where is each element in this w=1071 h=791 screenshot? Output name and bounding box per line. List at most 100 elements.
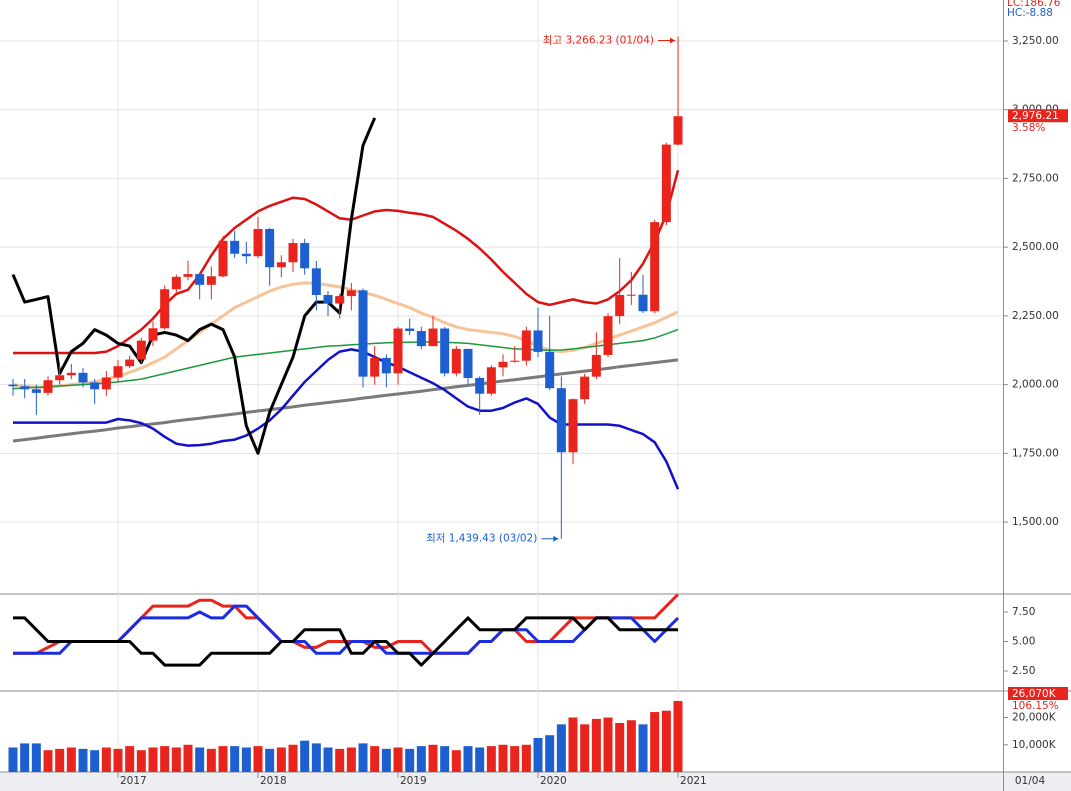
x-tick-label: 2017	[120, 775, 147, 787]
candle-body	[218, 240, 228, 277]
volume-bar	[661, 710, 671, 772]
last-volume-label: 26,070K	[1012, 688, 1057, 700]
date-label: 01/04	[1015, 775, 1046, 787]
candle-body	[206, 276, 216, 285]
candle-body	[580, 376, 590, 400]
volume-bar	[358, 743, 368, 772]
y-tick-label: 7.50	[1012, 606, 1035, 618]
volume-bar	[125, 746, 135, 772]
volume-bar	[300, 740, 310, 772]
corner-label: LC:186.76	[1007, 0, 1061, 9]
volume-bar	[428, 744, 438, 772]
volume-bar	[335, 748, 345, 772]
candle-body	[55, 375, 65, 381]
candle-body	[288, 243, 298, 263]
candle-body	[615, 294, 625, 317]
volume-bar	[451, 750, 461, 772]
volume-bar	[183, 744, 193, 772]
candle-body	[8, 384, 18, 387]
candle-body	[113, 366, 123, 378]
volume-bar	[673, 700, 683, 772]
y-tick-label: 2,000.00	[1012, 379, 1059, 391]
candle-body	[195, 274, 205, 285]
candle-body	[568, 399, 578, 453]
indicator-line	[13, 348, 680, 490]
volume-bar	[160, 746, 170, 772]
candle-body	[136, 340, 146, 360]
volume-bar	[475, 747, 485, 772]
candle-body	[393, 328, 403, 374]
low-annotation: 최저 1,439.43 (03/02)	[426, 533, 537, 545]
candle-body	[545, 351, 555, 389]
candle-body	[20, 386, 30, 390]
indicator-line	[11, 117, 377, 455]
volume-bar	[230, 746, 240, 772]
volume-bar	[580, 724, 590, 772]
candle-body	[78, 372, 88, 383]
volume-bar	[265, 748, 275, 772]
volume-bar	[393, 747, 403, 772]
candle-body	[463, 348, 473, 379]
indicator-line	[13, 169, 680, 355]
volume-bar	[43, 750, 53, 772]
candle-body	[381, 357, 391, 374]
volume-bar	[218, 746, 228, 772]
x-tick-label: 2021	[680, 775, 707, 787]
volume-bar	[323, 747, 333, 772]
candle-body	[521, 330, 531, 361]
volume-bar	[101, 747, 111, 772]
indicator-line	[13, 604, 680, 655]
candle-body	[323, 294, 333, 304]
volume-bar	[90, 750, 100, 772]
volume-bar	[405, 748, 415, 772]
volume-bar	[591, 718, 601, 772]
last-volume-box	[1008, 687, 1068, 700]
candle-body	[276, 262, 286, 268]
indicator-line	[13, 616, 678, 667]
candle-body	[626, 294, 636, 296]
volume-bar	[556, 724, 566, 772]
indicator-line	[12, 281, 679, 389]
x-tick-label: 2018	[260, 775, 287, 787]
candle-body	[171, 276, 181, 290]
candle-body	[335, 296, 345, 304]
volume-bar	[276, 747, 286, 772]
candle-body	[486, 367, 496, 394]
volume-bar	[568, 717, 578, 772]
candle-body	[440, 328, 450, 374]
candle-body	[510, 360, 520, 362]
y-tick-label: 5.00	[1012, 635, 1035, 647]
candle-body	[183, 274, 193, 277]
volume-bar	[615, 722, 625, 772]
volume-bar	[55, 748, 65, 772]
candle-body	[650, 222, 660, 312]
candle-body	[43, 380, 53, 393]
candle-body	[428, 328, 438, 347]
volume-bar	[113, 748, 123, 772]
candle-body	[230, 240, 240, 254]
candle-body	[638, 294, 648, 312]
volume-bar	[381, 748, 391, 772]
candle-body	[31, 389, 41, 393]
candle-body	[661, 144, 671, 223]
candle-body	[556, 388, 566, 453]
y-tick-label: 10,000K	[1012, 739, 1057, 751]
y-tick-label: 1,500.00	[1012, 516, 1059, 528]
volume-bar	[66, 747, 76, 772]
candle-body	[265, 229, 275, 268]
volume-bar	[650, 712, 660, 772]
volume-bar	[136, 750, 146, 772]
volume-bar	[288, 744, 298, 772]
candle-body	[346, 290, 356, 297]
y-tick-label: 1,750.00	[1012, 447, 1059, 459]
candle-body	[125, 359, 135, 367]
candle-body	[358, 290, 368, 377]
volume-bar	[510, 746, 520, 772]
volume-bar	[195, 747, 205, 772]
candle-body	[591, 354, 601, 377]
arrow-head	[670, 37, 676, 44]
change-label: 3.58%	[1012, 122, 1045, 134]
y-tick-label: 3,250.00	[1012, 35, 1059, 47]
